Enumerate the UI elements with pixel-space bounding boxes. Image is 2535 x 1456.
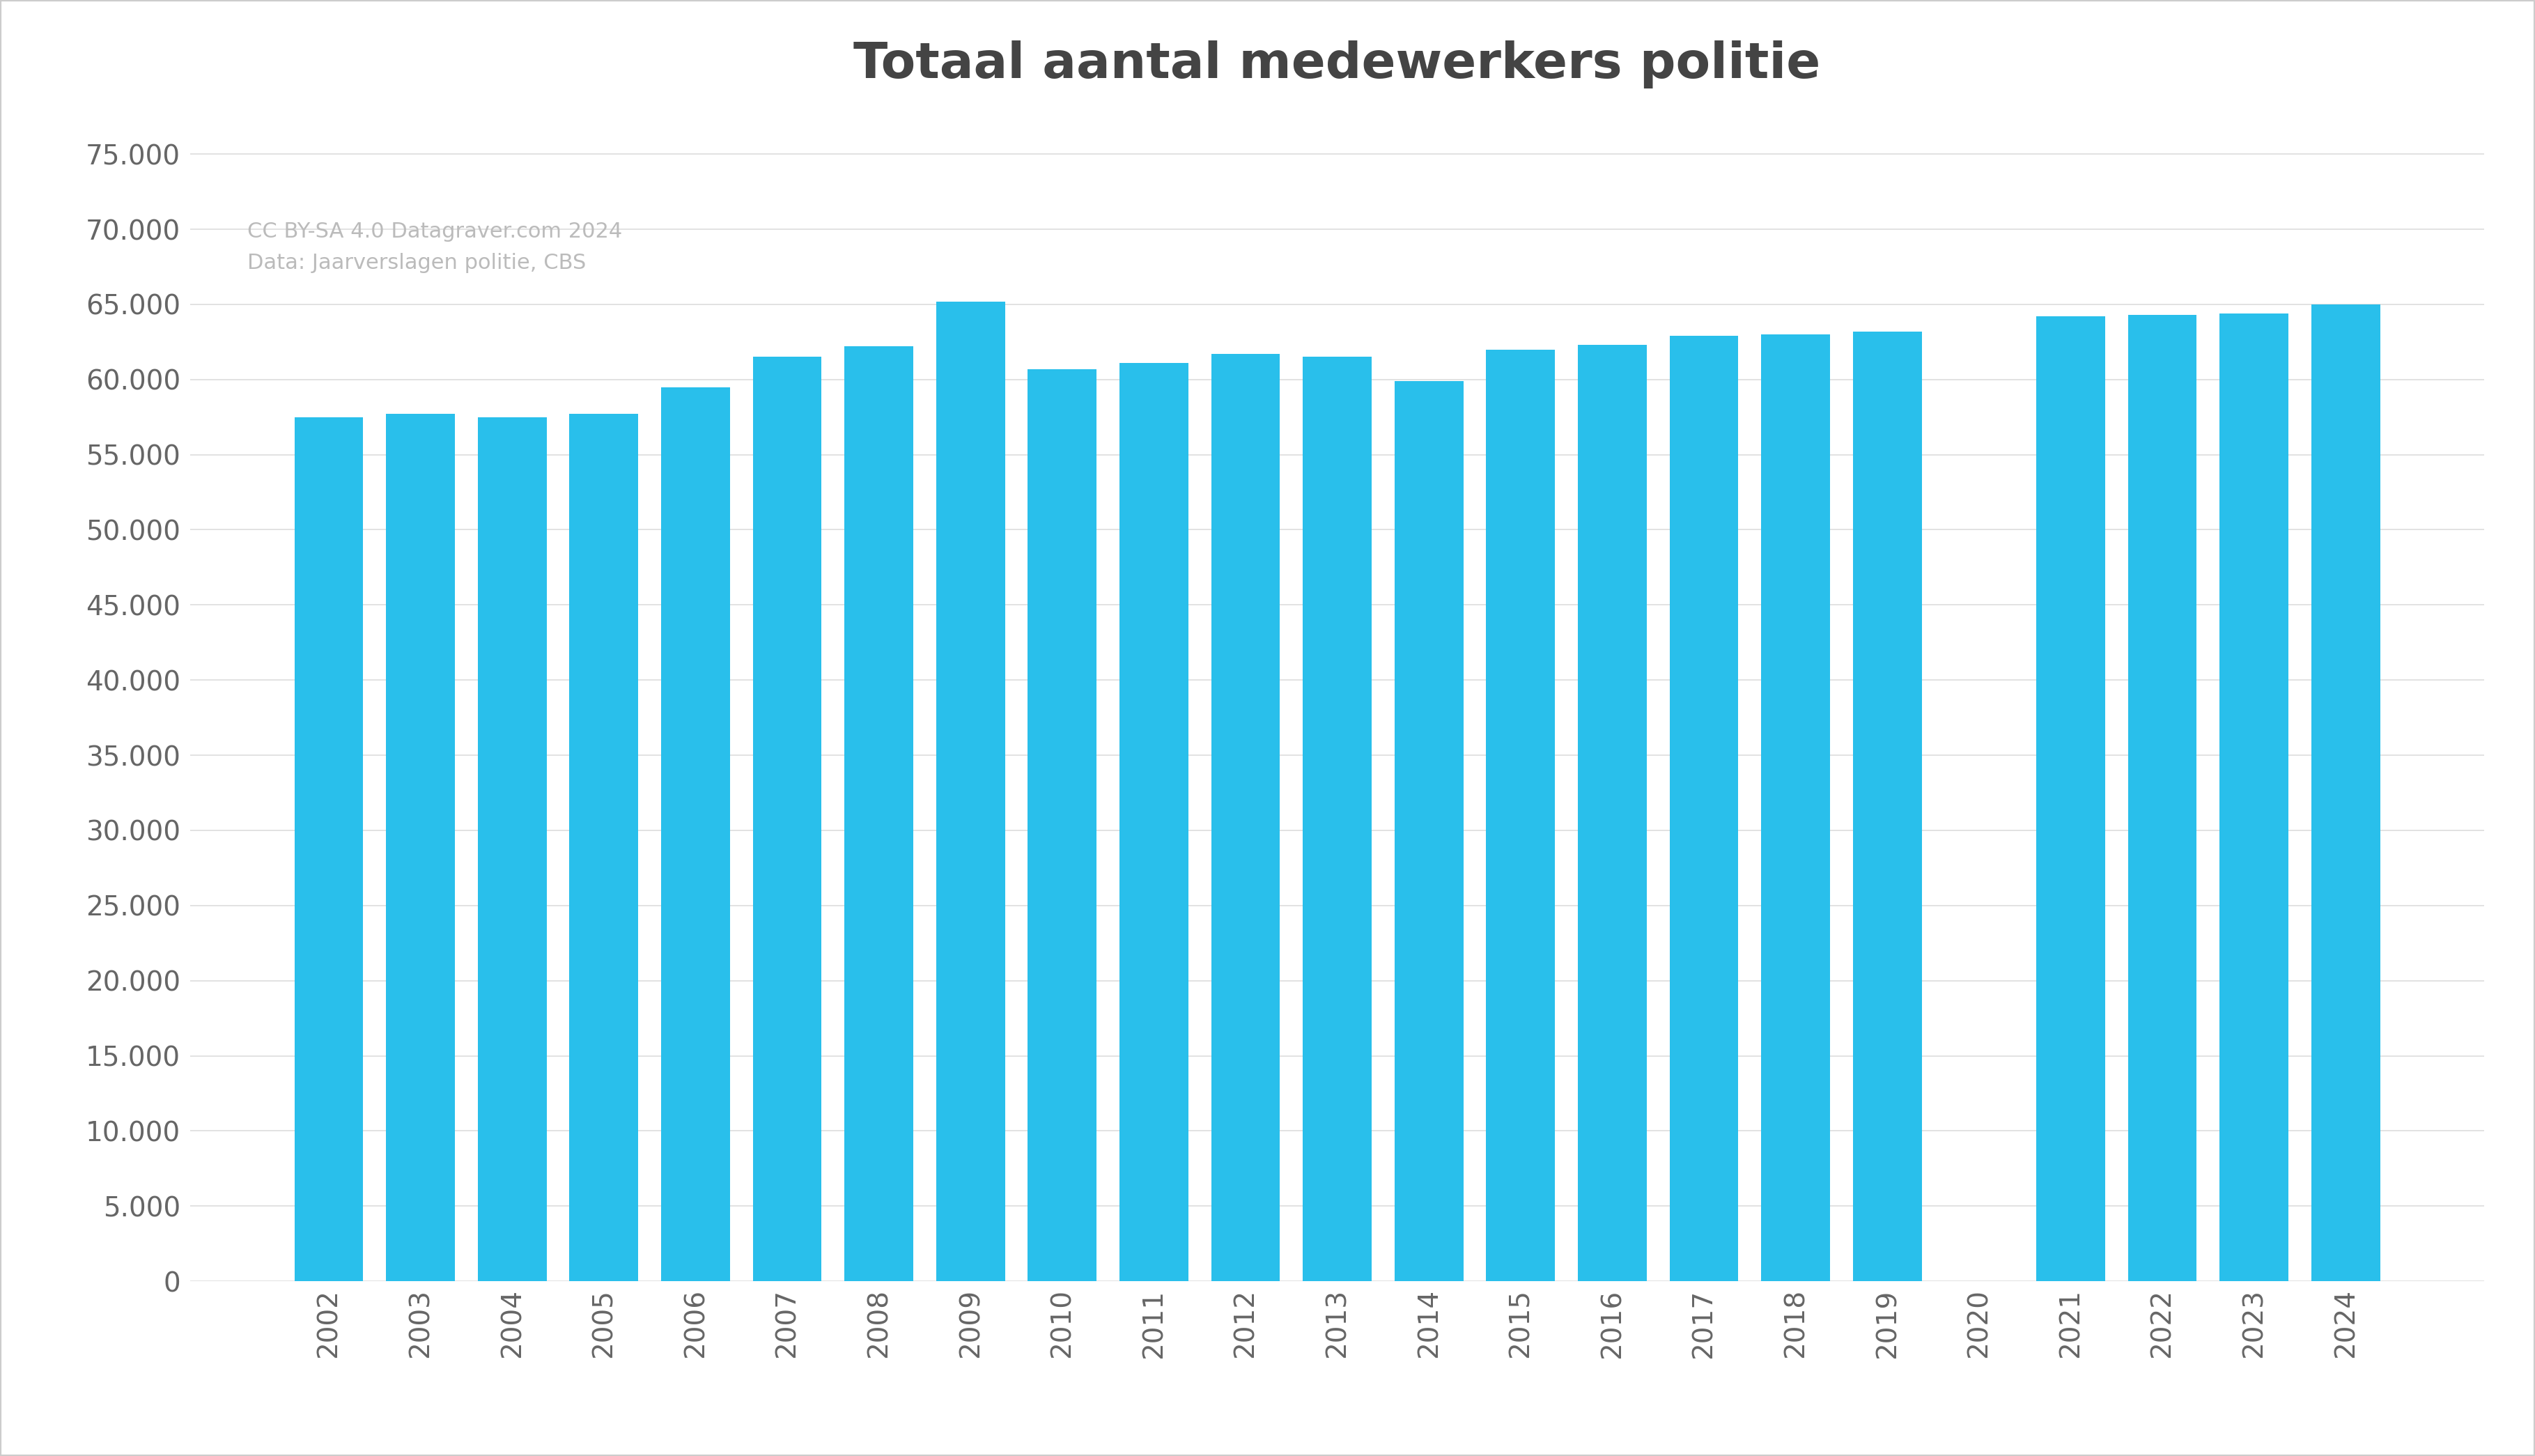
Bar [294,416,363,1281]
Bar [1486,349,1554,1281]
Title: Totaal aantal medewerkers politie: Totaal aantal medewerkers politie [854,41,1820,89]
Bar [1027,368,1098,1281]
Bar [1120,363,1189,1281]
Bar [753,357,821,1281]
Bar [1394,381,1463,1281]
Bar [570,414,639,1281]
Bar [1212,354,1280,1281]
Bar [2127,314,2198,1281]
Text: CC BY-SA 4.0 Datagraver.com 2024
Data: Jaarverslagen politie, CBS: CC BY-SA 4.0 Datagraver.com 2024 Data: J… [248,221,624,272]
Bar [662,387,730,1281]
Bar [2312,304,2380,1281]
Bar [2036,316,2104,1281]
Bar [385,414,454,1281]
Bar [477,416,548,1281]
Bar [844,347,913,1281]
Bar [1303,357,1371,1281]
Bar [1762,335,1830,1281]
Bar [2221,313,2289,1281]
Bar [1577,345,1648,1281]
Bar [1671,336,1739,1281]
Bar [1853,332,1922,1281]
Bar [935,301,1004,1281]
